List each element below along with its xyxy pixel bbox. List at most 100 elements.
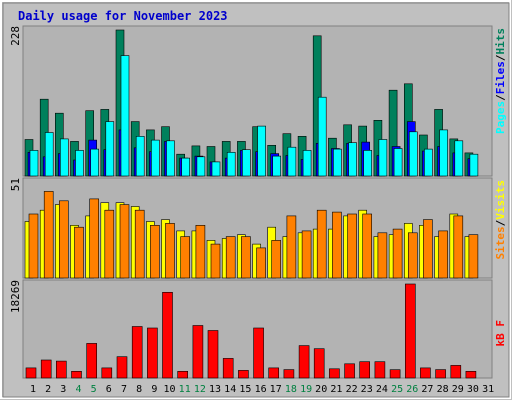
bar-sites-day-4	[74, 226, 84, 279]
bar-kbytes-day-29	[450, 365, 462, 379]
bar-kbytes-day-16	[253, 327, 264, 379]
bar-pages-day-27	[424, 148, 433, 177]
bar-pages-day-6	[105, 121, 115, 177]
bar-pages-day-30	[469, 153, 479, 177]
bar-kbytes-day-19	[298, 345, 310, 379]
bar-sites-day-12	[195, 225, 206, 279]
bar-kbytes-day-2	[40, 359, 52, 379]
x-label-day-25: 25	[391, 384, 403, 395]
legend-sep-3: /	[494, 219, 507, 226]
bar-sites-day-19	[301, 230, 312, 279]
bar-sites-day-6	[104, 209, 115, 279]
bar-sites-day-16	[256, 247, 266, 279]
legend-f: F	[494, 320, 507, 327]
bar-pages-day-16	[257, 125, 266, 177]
legend-kb: kB	[494, 333, 507, 347]
x-label-day-31: 31	[482, 384, 494, 395]
svg-text:Pages/Files/Hits: Pages/Files/Hits	[494, 28, 507, 134]
bar-kbytes-day-4	[71, 370, 82, 379]
bar-kbytes-day-28	[435, 369, 446, 379]
bar-sites-day-30	[468, 234, 479, 279]
x-label-day-10: 10	[163, 384, 175, 395]
bar-kbytes-day-12	[192, 325, 204, 379]
bar-pages-day-22	[348, 142, 357, 177]
x-label-day-13: 13	[209, 384, 221, 395]
x-label-day-3: 3	[60, 384, 66, 395]
bar-kbytes-day-1	[25, 367, 37, 379]
bar-pages-day-8	[135, 136, 145, 177]
x-label-day-11: 11	[179, 384, 191, 395]
legend-hits: Pages/Files/Hits	[494, 28, 507, 134]
x-axis-labels: 1 2 3 4 5 6 7 8 9 10 11 12 13 14 15 16 17 18 19 20 21 22 23 24 2…	[30, 384, 494, 395]
x-label-day-12: 12	[194, 384, 206, 395]
x-label-day-18: 18	[285, 384, 297, 395]
bar-sites-day-14	[225, 236, 236, 279]
panel-kbytes: 18269	[9, 279, 493, 379]
bar-sites-day-7	[119, 204, 130, 279]
bar-kbytes-day-6	[101, 367, 113, 379]
x-label-day-27: 27	[421, 384, 433, 395]
bar-kbytes-day-7	[116, 356, 128, 379]
x-label-day-1: 1	[30, 384, 36, 395]
bar-kbytes-day-3	[55, 360, 67, 379]
x-label-day-26: 26	[406, 384, 418, 395]
x-label-day-20: 20	[315, 384, 327, 395]
bar-pages-day-4	[75, 150, 84, 177]
bar-kbytes-day-17	[268, 367, 280, 379]
bar-pages-day-25	[393, 148, 403, 177]
legend-hits-label: Hits	[494, 28, 507, 55]
bar-kbytes-day-14	[222, 358, 234, 379]
bar-sites-day-17	[271, 240, 282, 279]
bar-kbytes-day-23	[359, 361, 371, 379]
bar-kbytes-day-22	[344, 363, 355, 379]
bar-kbytes-day-18	[283, 369, 295, 379]
x-label-day-24: 24	[376, 384, 388, 395]
bar-pages-day-1	[29, 150, 39, 177]
chart-bevel-dark	[2, 2, 510, 398]
bar-sites-day-24	[377, 232, 388, 279]
bar-kbytes-day-30	[465, 370, 477, 379]
bar-kbytes-day-10	[162, 291, 173, 379]
bar-sites-day-3	[58, 200, 69, 279]
x-label-day-9: 9	[151, 384, 157, 395]
bar-pages-day-10	[166, 140, 175, 177]
bar-kbytes-day-26	[404, 283, 416, 379]
bar-sites-day-23	[362, 213, 373, 279]
y-max-label-hits: 228	[9, 26, 22, 46]
x-label-day-4: 4	[75, 384, 81, 395]
x-label-day-8: 8	[136, 384, 142, 395]
bar-pages-day-24	[378, 139, 388, 177]
chart-title: Daily usage for November 2023	[18, 9, 228, 23]
legend-kbytes: kB F	[494, 320, 507, 347]
x-label-day-28: 28	[437, 384, 449, 395]
bar-sites-day-15	[241, 236, 251, 279]
bar-kbytes-day-25	[389, 369, 401, 379]
bar-kbytes-day-24	[374, 361, 386, 379]
bar-kbytes-day-8	[131, 326, 143, 379]
bar-sites-day-11	[180, 236, 190, 279]
panel-visits: 51	[9, 177, 493, 279]
bar-sites-day-28	[438, 230, 448, 279]
bars-hits-files-pages	[24, 29, 479, 177]
bar-pages-day-2	[44, 132, 54, 177]
x-label-day-19: 19	[300, 384, 312, 395]
bar-kbytes-day-11	[177, 370, 188, 379]
legend-visits: Sites/Visits	[494, 180, 507, 260]
x-label-day-22: 22	[346, 384, 358, 395]
x-label-day-2: 2	[45, 384, 51, 395]
bars-visits-sites	[24, 191, 479, 279]
bar-pages-day-5	[90, 148, 99, 177]
bar-pages-day-11	[181, 157, 190, 177]
bar-sites-day-8	[134, 209, 145, 279]
bars-kbytes	[25, 283, 477, 379]
legend-pages: Pages	[494, 101, 507, 134]
x-label-day-7: 7	[121, 384, 127, 395]
legend-sep-1: /	[494, 94, 507, 101]
bar-sites-day-27	[423, 219, 433, 279]
bar-pages-day-20	[317, 96, 327, 177]
bar-pages-day-18	[287, 146, 297, 177]
bar-kbytes-day-20	[313, 348, 325, 379]
legend-visits-label: Visits	[494, 180, 507, 220]
